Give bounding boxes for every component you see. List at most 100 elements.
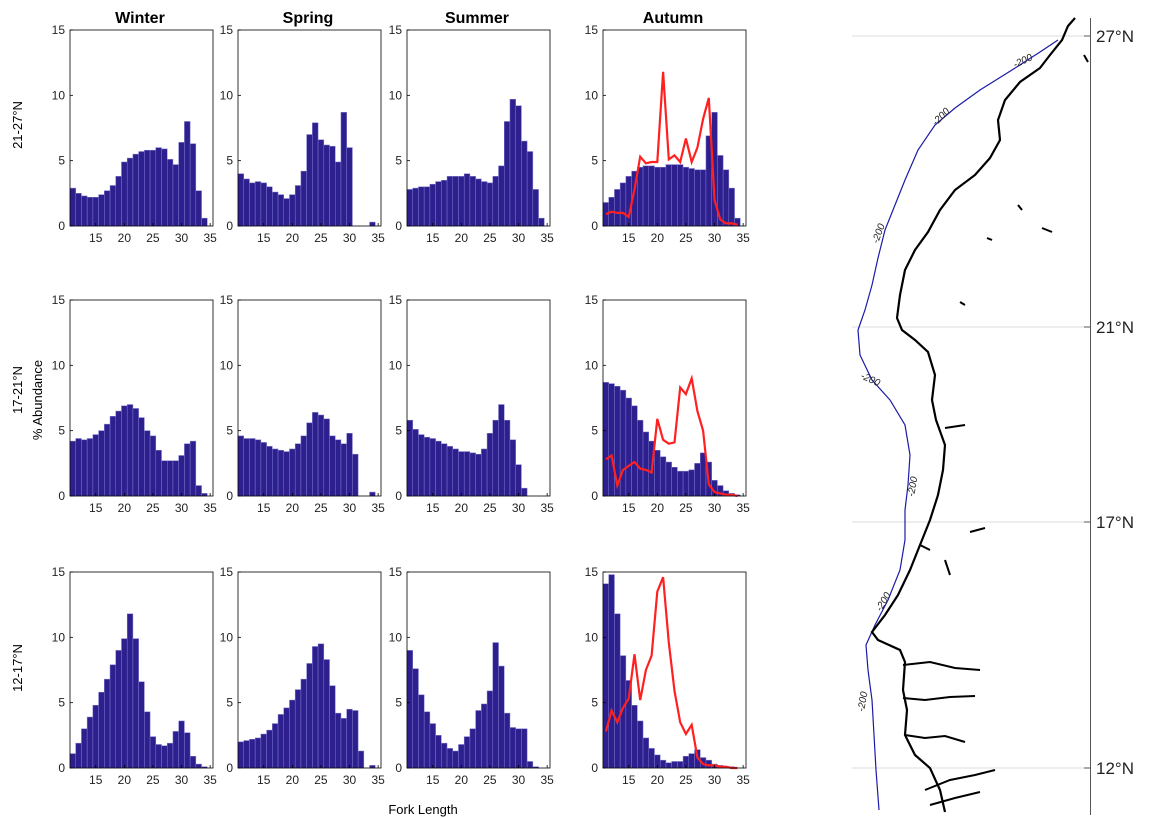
ytick-label: 10 [585,630,599,644]
bar [144,149,151,227]
bar [161,148,168,227]
bar [195,485,202,497]
panel-frame [602,571,747,769]
xtick-label: 35 [736,231,750,245]
bar [429,438,436,497]
bar [92,705,99,769]
xtick-label: 25 [679,501,693,515]
bar [532,189,539,227]
bar [329,435,336,497]
xtick-label: 15 [622,501,636,515]
bar [423,711,431,769]
bar [115,650,122,769]
bar [509,727,516,769]
xtick-label: 15 [89,231,103,245]
bar [452,750,459,769]
map-lat-21n: 21°N [1096,318,1134,337]
xtick-label: 25 [679,773,693,787]
ytick-label: 10 [389,358,403,372]
ytick-label: 10 [389,88,403,102]
map-island-7 [969,527,986,533]
bar [294,689,302,769]
bar [69,753,76,769]
xtick-label: 35 [203,773,217,787]
bar [334,161,342,227]
panel-17-21-autumn: 0 5 10 15 15 20 25 30 35 [585,293,750,515]
xtick-label: 15 [426,501,440,515]
bar [665,762,672,769]
bar [728,187,735,227]
bar [300,170,307,227]
bar [138,151,145,227]
map-island-3 [986,237,993,241]
bar [435,735,442,769]
bar [352,453,359,497]
season-title-spring: Spring [283,10,334,27]
bar [149,435,157,497]
bar [677,164,684,227]
bar [243,438,250,497]
ytick-label: 15 [52,293,66,307]
xtick-label: 20 [651,231,665,245]
bar [481,181,488,227]
xtick-label: 20 [651,501,665,515]
bar [109,185,117,227]
bar [481,703,488,769]
bar [126,613,134,769]
bar [688,753,695,769]
map-island-5 [944,424,966,429]
bar [104,678,111,769]
bar [237,435,244,497]
xtick-label: 35 [203,231,217,245]
panel-frame [237,29,382,227]
bar [435,181,442,227]
bar [138,681,145,769]
bar [277,714,285,769]
ytick-label: 5 [226,154,233,168]
bar [81,439,88,497]
xtick-label: 15 [257,231,271,245]
ytick-label: 15 [220,23,234,37]
map-contour-label-5: -200 [906,475,920,497]
bar [682,470,690,497]
bar [608,574,615,769]
panel-17-21-summer: 0 5 10 15 15 20 25 30 35 [389,293,554,515]
bar [475,453,482,497]
xtick-label: 30 [175,231,189,245]
bar [189,143,197,227]
panel-frame [406,571,551,769]
bar [352,710,359,769]
bar [81,195,88,227]
ytick-label: 10 [52,88,66,102]
bar [694,463,701,497]
bar [469,176,476,227]
bar [317,643,325,769]
ytick-label: 10 [585,358,599,372]
ytick-label: 5 [226,424,233,438]
bar [418,694,425,769]
map-island-4 [959,301,966,306]
bar [435,440,442,497]
ytick-label: 5 [591,424,598,438]
bar [277,194,285,227]
bar [458,744,465,769]
bar [189,440,197,497]
bar [659,456,667,497]
bar [98,194,105,227]
xtick-label: 15 [426,773,440,787]
bar [272,191,279,227]
bar [469,452,476,497]
ytick-label: 10 [52,630,66,644]
bar [614,613,621,769]
bar [406,189,413,227]
bar [446,446,454,497]
histogram-grid: 0 5 10 15 15 20 25 30 35 0 5 10 15 15 20 25 30 35 0 5 10 15 15… [52,23,750,787]
bar [104,190,111,227]
bar [306,422,313,497]
bar [272,448,279,497]
bar [631,405,638,497]
series-line [605,71,738,226]
bar [406,650,413,769]
panel-12-17-winter: 0 5 10 15 15 20 25 30 35 [52,565,217,787]
bar [469,728,476,769]
